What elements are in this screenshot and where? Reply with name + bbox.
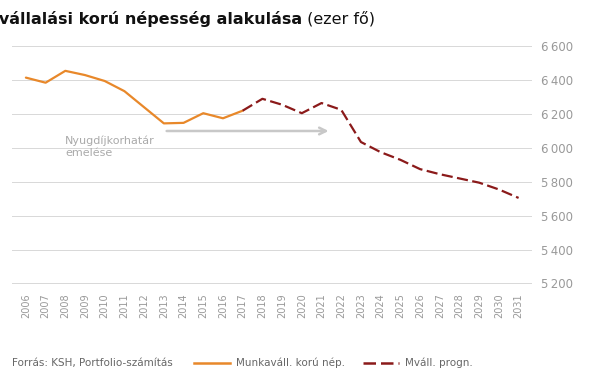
Text: Munkaváll. korú nép.: Munkaváll. korú nép. <box>236 358 345 368</box>
Text: Mváll. progn.: Mváll. progn. <box>405 358 473 368</box>
Text: emelése: emelése <box>65 148 113 158</box>
Text: Nyugdíjkorhatár: Nyugdíjkorhatár <box>65 135 155 146</box>
Text: A munkavállalási korú népesség alakulása: A munkavállalási korú népesség alakulása <box>0 11 302 27</box>
Text: (ezer fő): (ezer fő) <box>302 11 376 27</box>
Text: Forrás: KSH, Portfolio-számítás: Forrás: KSH, Portfolio-számítás <box>12 358 173 368</box>
